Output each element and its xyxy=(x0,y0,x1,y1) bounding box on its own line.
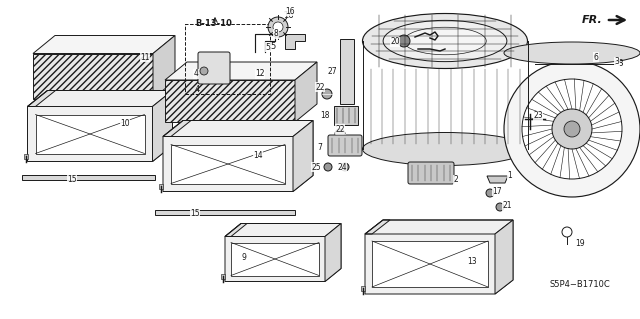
Text: 5: 5 xyxy=(270,42,275,51)
Polygon shape xyxy=(35,115,145,153)
Circle shape xyxy=(200,67,208,75)
Bar xyxy=(340,39,354,104)
Bar xyxy=(221,273,225,278)
Text: 25: 25 xyxy=(311,162,321,172)
Text: 22: 22 xyxy=(316,83,324,92)
Polygon shape xyxy=(365,220,390,234)
Polygon shape xyxy=(487,176,508,183)
Polygon shape xyxy=(33,54,153,99)
Bar xyxy=(185,24,270,94)
Ellipse shape xyxy=(504,42,640,64)
Text: 21: 21 xyxy=(502,202,512,211)
Polygon shape xyxy=(285,34,305,49)
Text: 20: 20 xyxy=(390,38,400,47)
Polygon shape xyxy=(165,80,295,122)
Polygon shape xyxy=(231,242,319,276)
FancyBboxPatch shape xyxy=(198,52,230,84)
Polygon shape xyxy=(372,241,488,287)
Text: 12: 12 xyxy=(255,70,265,78)
Circle shape xyxy=(522,79,622,179)
Circle shape xyxy=(268,17,288,37)
Circle shape xyxy=(552,109,592,149)
Polygon shape xyxy=(163,121,313,191)
Polygon shape xyxy=(295,62,317,122)
Circle shape xyxy=(398,35,410,47)
Circle shape xyxy=(486,189,494,197)
Text: 24: 24 xyxy=(337,162,347,172)
Polygon shape xyxy=(28,91,173,161)
Circle shape xyxy=(322,89,332,99)
Text: 5: 5 xyxy=(266,42,271,51)
Ellipse shape xyxy=(383,20,507,62)
Text: 15: 15 xyxy=(190,210,200,219)
Text: 27: 27 xyxy=(327,66,337,76)
Text: 7: 7 xyxy=(317,143,323,152)
Polygon shape xyxy=(495,220,513,294)
Bar xyxy=(361,286,365,291)
Ellipse shape xyxy=(362,13,527,69)
Text: 6: 6 xyxy=(593,53,598,62)
Ellipse shape xyxy=(404,27,486,55)
Text: 1: 1 xyxy=(508,172,513,181)
Polygon shape xyxy=(22,174,155,180)
Polygon shape xyxy=(225,224,341,281)
Polygon shape xyxy=(293,121,313,191)
FancyBboxPatch shape xyxy=(408,162,454,184)
Circle shape xyxy=(324,163,332,171)
Polygon shape xyxy=(33,35,175,54)
Text: 10: 10 xyxy=(120,120,130,129)
Text: 13: 13 xyxy=(467,256,477,265)
Text: 23: 23 xyxy=(533,112,543,121)
Text: 4: 4 xyxy=(195,85,200,93)
Text: 8: 8 xyxy=(274,29,278,39)
Text: 16: 16 xyxy=(285,6,295,16)
Text: 3: 3 xyxy=(614,57,620,66)
Text: FR.: FR. xyxy=(582,15,603,25)
Polygon shape xyxy=(152,91,173,161)
Polygon shape xyxy=(165,62,317,80)
Text: 18: 18 xyxy=(320,112,330,121)
FancyBboxPatch shape xyxy=(328,135,362,156)
Polygon shape xyxy=(171,145,285,183)
Text: 14: 14 xyxy=(253,152,263,160)
Text: 22: 22 xyxy=(335,124,345,133)
Text: 9: 9 xyxy=(241,253,246,262)
Text: 15: 15 xyxy=(67,174,77,183)
Text: S5P4−B1710C: S5P4−B1710C xyxy=(550,280,611,289)
Text: 3: 3 xyxy=(617,60,623,69)
Circle shape xyxy=(504,61,640,197)
Polygon shape xyxy=(28,91,56,107)
Circle shape xyxy=(564,121,580,137)
FancyBboxPatch shape xyxy=(334,106,358,125)
Circle shape xyxy=(341,163,349,171)
Bar xyxy=(24,153,28,159)
Text: 2: 2 xyxy=(454,175,458,184)
Polygon shape xyxy=(365,220,513,294)
Polygon shape xyxy=(155,210,295,214)
Polygon shape xyxy=(325,224,341,281)
Text: B-13-10: B-13-10 xyxy=(195,19,232,28)
Polygon shape xyxy=(225,224,247,236)
Polygon shape xyxy=(163,121,191,137)
Circle shape xyxy=(273,22,283,32)
Polygon shape xyxy=(153,35,175,99)
Circle shape xyxy=(496,203,504,211)
Circle shape xyxy=(335,129,345,139)
Bar xyxy=(159,183,163,189)
Text: 11: 11 xyxy=(140,53,150,62)
Text: 16: 16 xyxy=(283,11,294,20)
Text: 17: 17 xyxy=(492,187,502,196)
Text: 12: 12 xyxy=(255,70,265,78)
Text: 19: 19 xyxy=(575,239,585,248)
Text: 4: 4 xyxy=(193,70,198,78)
Ellipse shape xyxy=(362,132,527,166)
